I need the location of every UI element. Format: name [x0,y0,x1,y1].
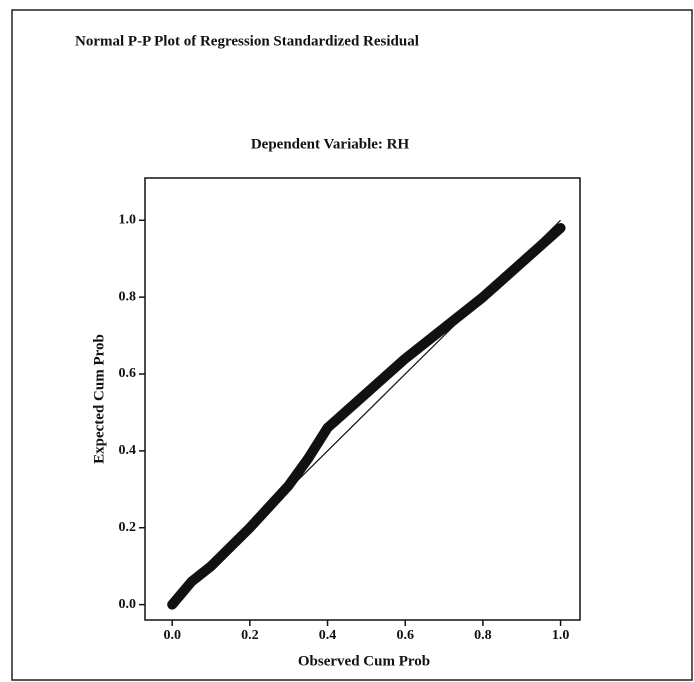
y-tick-label: 0.0 [119,597,137,612]
y-tick-label: 0.4 [119,443,137,458]
chart-subtitle: Dependent Variable: RH [251,136,410,152]
x-axis-label: Observed Cum Prob [298,653,430,669]
y-tick-label: 0.8 [119,289,137,304]
x-tick-label: 0.0 [163,628,181,643]
x-tick-label: 0.4 [319,628,337,643]
frame [11,9,693,681]
x-tick-label: 1.0 [552,628,570,643]
chart-title: Normal P-P Plot of Regression Standardiz… [75,33,419,49]
y-tick-label: 0.6 [119,366,137,381]
plot-area [144,177,581,621]
x-tick-label: 0.2 [241,628,259,643]
x-tick-label: 0.6 [396,628,414,643]
data-line [167,222,566,610]
y-tick-label: 0.2 [119,520,137,535]
y-tick-label: 1.0 [119,212,137,227]
y-axis-label: Expected Cum Prob [91,334,107,464]
x-tick-label: 0.8 [474,628,492,643]
